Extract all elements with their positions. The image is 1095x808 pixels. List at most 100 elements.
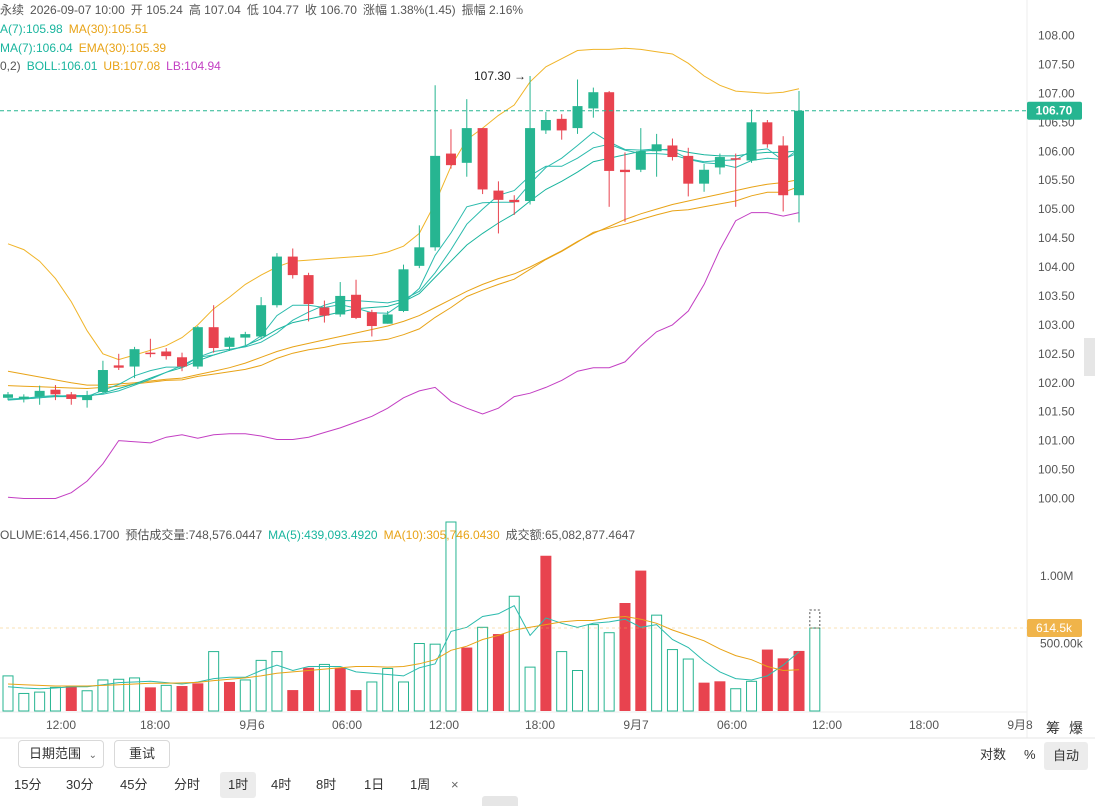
volume-bar[interactable] [160, 684, 172, 712]
candle-body[interactable] [351, 294, 362, 318]
volume-bar[interactable] [556, 651, 568, 712]
candle-body[interactable] [572, 106, 583, 129]
candle-body[interactable] [113, 365, 124, 368]
liquidation-button[interactable]: 爆 [1069, 720, 1083, 736]
candle-body[interactable] [303, 275, 314, 305]
candle-body[interactable] [287, 256, 298, 276]
candle-body[interactable] [335, 295, 346, 315]
volume-bar[interactable] [461, 647, 473, 711]
volume-bar[interactable] [809, 627, 821, 712]
volume-bar[interactable] [97, 679, 109, 712]
volume-bar[interactable] [318, 663, 330, 712]
candle-body[interactable] [509, 199, 520, 203]
candle-body[interactable] [525, 128, 536, 202]
volume-bar[interactable] [777, 658, 789, 711]
candle-body[interactable] [778, 145, 789, 196]
candle-body[interactable] [145, 352, 156, 355]
candle-body[interactable] [604, 92, 615, 171]
candle-body[interactable] [366, 312, 377, 327]
candle-body[interactable] [619, 169, 630, 173]
volume-bar[interactable] [651, 614, 663, 712]
volume-bar[interactable] [366, 681, 378, 712]
period-tab-5[interactable]: 4时 [271, 777, 292, 792]
volume-bar[interactable] [666, 649, 678, 712]
log-scale-button[interactable]: 对数 [980, 747, 1007, 762]
candle-body[interactable] [177, 357, 188, 367]
volume-bar[interactable] [429, 643, 441, 712]
volume-bar[interactable] [81, 690, 93, 712]
volume-bar[interactable] [714, 681, 726, 711]
volume-bar[interactable] [572, 670, 584, 712]
volume-bar[interactable] [477, 626, 489, 712]
candle-body[interactable] [651, 144, 662, 152]
candle-body[interactable] [161, 351, 172, 357]
candle-body[interactable] [414, 247, 425, 266]
volume-bar[interactable] [698, 682, 710, 711]
candle-body[interactable] [556, 118, 567, 131]
percent-scale-button[interactable]: % [1024, 747, 1036, 762]
candle-body[interactable] [762, 122, 773, 145]
candle-body[interactable] [683, 155, 694, 184]
volume-bar[interactable] [271, 651, 283, 712]
volume-bar[interactable] [129, 677, 141, 712]
volume-bar[interactable] [176, 686, 188, 711]
volume-bar[interactable] [635, 570, 647, 711]
volume-bar[interactable] [239, 679, 251, 712]
period-tab-3[interactable]: 分时 [174, 777, 201, 792]
candle-body[interactable] [493, 190, 504, 200]
candle-body[interactable] [319, 307, 330, 316]
volume-bar[interactable] [413, 643, 425, 712]
period-tab-1[interactable]: 30分 [66, 777, 94, 792]
candle-body[interactable] [714, 157, 725, 168]
volume-bar[interactable] [682, 658, 694, 712]
candle-body[interactable] [208, 327, 219, 349]
volume-bar[interactable] [603, 632, 615, 712]
volume-bar[interactable] [398, 681, 409, 712]
side-panel-handle[interactable] [1084, 338, 1095, 376]
volume-bar[interactable] [445, 521, 457, 712]
volume-bar[interactable] [34, 691, 46, 712]
candle-body[interactable] [224, 337, 235, 347]
candle-body[interactable] [256, 305, 267, 337]
volume-bar[interactable] [192, 683, 204, 711]
candle-body[interactable] [192, 327, 203, 367]
candle-body[interactable] [635, 151, 646, 170]
volume-bar[interactable] [730, 688, 742, 712]
reset-button[interactable]: 重试 [114, 740, 170, 768]
candle-body[interactable] [477, 128, 488, 190]
volume-bar[interactable] [18, 692, 30, 712]
candle-body[interactable] [746, 122, 757, 161]
volume-bar[interactable] [587, 624, 599, 712]
candle-body[interactable] [18, 396, 29, 399]
candle-body[interactable] [445, 153, 456, 166]
candle-body[interactable] [50, 389, 61, 395]
period-tab-7[interactable]: 1日 [364, 777, 385, 792]
bottom-panel-handle[interactable] [482, 796, 518, 806]
candle-body[interactable] [730, 158, 741, 160]
candle-body[interactable] [667, 145, 678, 158]
volume-bar[interactable] [49, 686, 61, 712]
candle-body[interactable] [66, 394, 77, 399]
volume-bar[interactable] [350, 690, 362, 711]
candle-body[interactable] [588, 92, 599, 109]
candle-body[interactable] [129, 349, 140, 367]
volume-bar[interactable] [334, 667, 346, 711]
volume-bar[interactable] [508, 595, 520, 712]
volume-bar[interactable] [65, 686, 77, 711]
period-tab-2[interactable]: 45分 [120, 777, 148, 792]
candle-body[interactable] [699, 169, 710, 184]
volume-bar[interactable] [223, 681, 235, 711]
period-tab-4[interactable]: 1时 [220, 772, 257, 798]
volume-bar[interactable] [255, 659, 267, 712]
candle-body[interactable] [540, 119, 551, 131]
auto-scale-button[interactable]: 自动 [1044, 742, 1088, 770]
date-range-dropdown[interactable]: 日期范围 ⌄ [18, 740, 104, 768]
volume-bar[interactable] [382, 667, 394, 712]
period-tab-6[interactable]: 8时 [316, 777, 337, 792]
volume-bar[interactable] [113, 678, 125, 712]
candle-body[interactable] [398, 269, 409, 311]
chip-distribution-button[interactable]: 筹 [1046, 720, 1060, 736]
candle-body[interactable] [97, 370, 108, 393]
volume-bar[interactable] [524, 666, 536, 712]
